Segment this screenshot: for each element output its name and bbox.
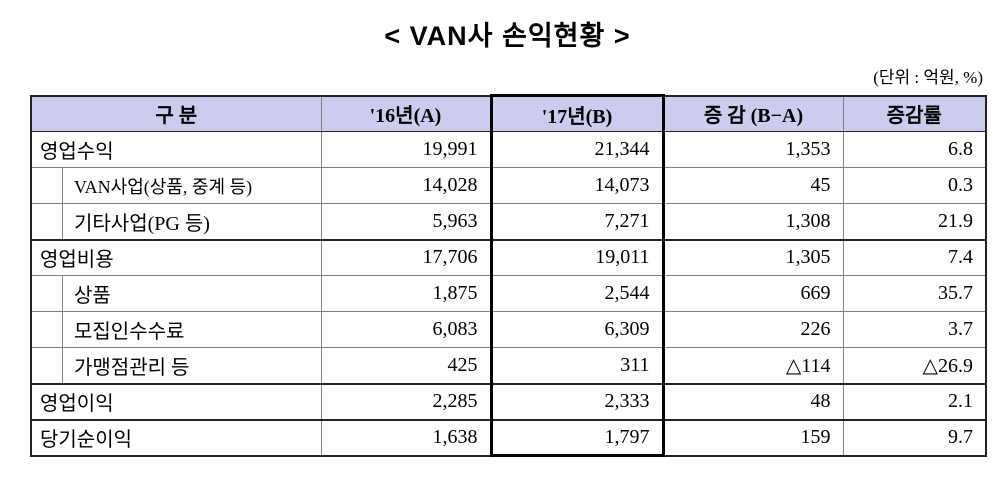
value-2017: 2,544 <box>489 275 665 312</box>
value-2016: 2,285 <box>320 382 492 420</box>
value-rate: 2.1 <box>842 382 987 420</box>
row-label: VAN사업(상품, 중계 등) <box>30 167 322 204</box>
value-diff: 48 <box>662 382 844 420</box>
row-label: 영업이익 <box>30 382 322 420</box>
value-2016: 6,083 <box>320 311 492 348</box>
row-label: 기타사업(PG 등) <box>30 203 322 240</box>
value-2016: 14,028 <box>320 167 492 204</box>
value-2017: 2,333 <box>489 382 665 420</box>
column-header-year17: '17년(B) <box>489 94 665 132</box>
page-title: < VAN사 손익현황 > <box>384 21 631 51</box>
value-diff: 1,353 <box>662 131 844 168</box>
column-header-change-rate: 증감률 <box>842 95 987 132</box>
value-rate: 7.4 <box>842 238 987 276</box>
value-2016: 5,963 <box>320 203 492 240</box>
unit-note: (단위 : 억원, %) <box>873 68 983 87</box>
value-rate: 0.3 <box>842 167 987 204</box>
value-rate: 3.7 <box>842 311 987 348</box>
table-row: 상품 1,875 2,544 669 35.7 <box>30 275 987 312</box>
value-2017: 14,073 <box>489 167 665 204</box>
table-row: 가맹점관리 등 425 311 △114 △26.9 <box>30 347 987 384</box>
row-label: 가맹점관리 등 <box>30 347 322 384</box>
table-row: VAN사업(상품, 중계 등) 14,028 14,073 45 0.3 <box>30 167 987 204</box>
column-header-year16: '16년(A) <box>320 95 492 132</box>
table-row: 영업이익 2,285 2,333 48 2.1 <box>30 382 987 420</box>
header-row: 구 분 '16년(A) '17년(B) 증 감 (B−A) 증감률 <box>30 94 987 132</box>
value-diff: 226 <box>662 311 844 348</box>
row-label: 모집인수수료 <box>30 311 322 348</box>
document-page: < VAN사 손익현황 > (단위 : 억원, %) 구 분 '16년(A) '… <box>30 21 987 457</box>
row-label: 당기순이익 <box>30 418 322 456</box>
table-row: 당기순이익 1,638 1,797 159 9.7 <box>30 418 987 457</box>
van-profit-loss-table: 구 분 '16년(A) '17년(B) 증 감 (B−A) 증감률 영업수익 1… <box>30 94 987 457</box>
value-diff: 1,305 <box>662 238 844 276</box>
column-header-category: 구 분 <box>30 95 322 132</box>
value-rate: △26.9 <box>842 347 987 384</box>
value-diff: 1,308 <box>662 203 844 240</box>
value-2017: 21,344 <box>489 131 665 168</box>
value-2016: 17,706 <box>320 238 492 276</box>
table-row: 영업수익 19,991 21,344 1,353 6.8 <box>30 131 987 168</box>
value-2016: 425 <box>320 347 492 384</box>
value-rate: 9.7 <box>842 418 987 456</box>
value-2017: 1,797 <box>489 418 665 457</box>
row-label: 영업비용 <box>30 238 322 276</box>
value-2017: 19,011 <box>489 238 665 276</box>
value-rate: 35.7 <box>842 275 987 312</box>
value-diff: 45 <box>662 167 844 204</box>
value-rate: 6.8 <box>842 131 987 168</box>
value-2016: 1,875 <box>320 275 492 312</box>
row-label: 영업수익 <box>30 131 322 168</box>
value-diff: 159 <box>662 418 844 456</box>
value-diff: 669 <box>662 275 844 312</box>
value-2016: 19,991 <box>320 131 492 168</box>
value-2017: 311 <box>489 347 665 384</box>
value-2017: 7,271 <box>489 203 665 240</box>
value-2016: 1,638 <box>320 418 492 456</box>
table-row: 모집인수수료 6,083 6,309 226 3.7 <box>30 311 987 348</box>
table-row: 영업비용 17,706 19,011 1,305 7.4 <box>30 238 987 276</box>
value-2017: 6,309 <box>489 311 665 348</box>
value-diff: △114 <box>662 347 844 384</box>
value-rate: 21.9 <box>842 203 987 240</box>
table-row: 기타사업(PG 등) 5,963 7,271 1,308 21.9 <box>30 203 987 240</box>
column-header-change: 증 감 (B−A) <box>662 95 844 132</box>
row-label: 상품 <box>30 275 322 312</box>
